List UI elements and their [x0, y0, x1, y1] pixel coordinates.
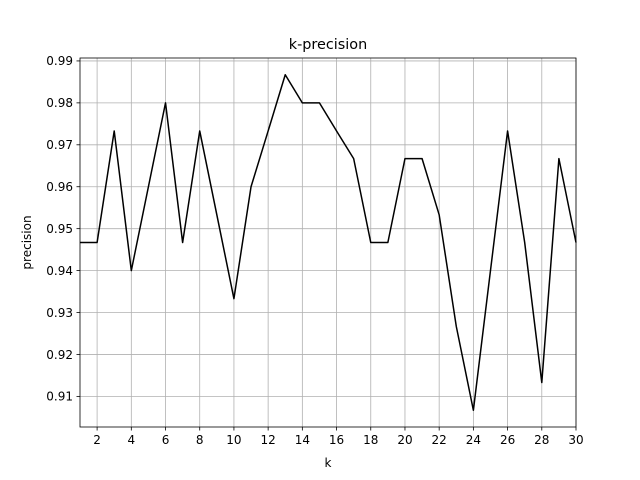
x-tick-label: 30	[568, 433, 583, 447]
x-tick-label: 16	[329, 433, 344, 447]
x-tick-label: 10	[226, 433, 241, 447]
x-tick-label: 28	[534, 433, 549, 447]
grid-lines	[80, 58, 577, 427]
plot-frame	[79, 57, 577, 428]
y-tick-label: 0.96	[46, 180, 73, 194]
series-layer	[80, 74, 577, 411]
y-tick-label: 0.97	[46, 138, 73, 152]
x-tick-label: 4	[127, 433, 135, 447]
y-tick-label: 0.94	[46, 264, 73, 278]
y-tick-label: 0.91	[46, 390, 73, 404]
x-tick-label: 26	[500, 433, 515, 447]
x-tick-label: 2	[93, 433, 101, 447]
y-tick-label: 0.92	[46, 348, 73, 362]
x-tick-label: 14	[295, 433, 310, 447]
chart-title: k-precision	[289, 37, 367, 53]
y-tick-label: 0.99	[46, 54, 73, 68]
precision-series-line	[80, 74, 577, 411]
y-tick-label: 0.95	[46, 222, 73, 236]
x-tick-label: 8	[196, 433, 204, 447]
x-tick-label: 22	[432, 433, 447, 447]
y-axis-ticks: 0.91 0.92 0.93 0.94 0.95 0.96 0.97 0.98 0.99	[46, 54, 80, 404]
x-tick-label: 20	[397, 433, 412, 447]
x-axis-ticks: 2 4 6 8 10 12 14 16 18 20 22 24 26 28 30	[93, 427, 584, 447]
x-tick-label: 24	[466, 433, 481, 447]
y-tick-label: 0.98	[46, 96, 73, 110]
y-axis-label: precision	[20, 215, 34, 269]
x-tick-label: 12	[260, 433, 275, 447]
x-axis-label: k	[325, 456, 332, 470]
x-tick-label: 6	[162, 433, 170, 447]
x-tick-label: 18	[363, 433, 378, 447]
y-tick-label: 0.93	[46, 306, 73, 320]
